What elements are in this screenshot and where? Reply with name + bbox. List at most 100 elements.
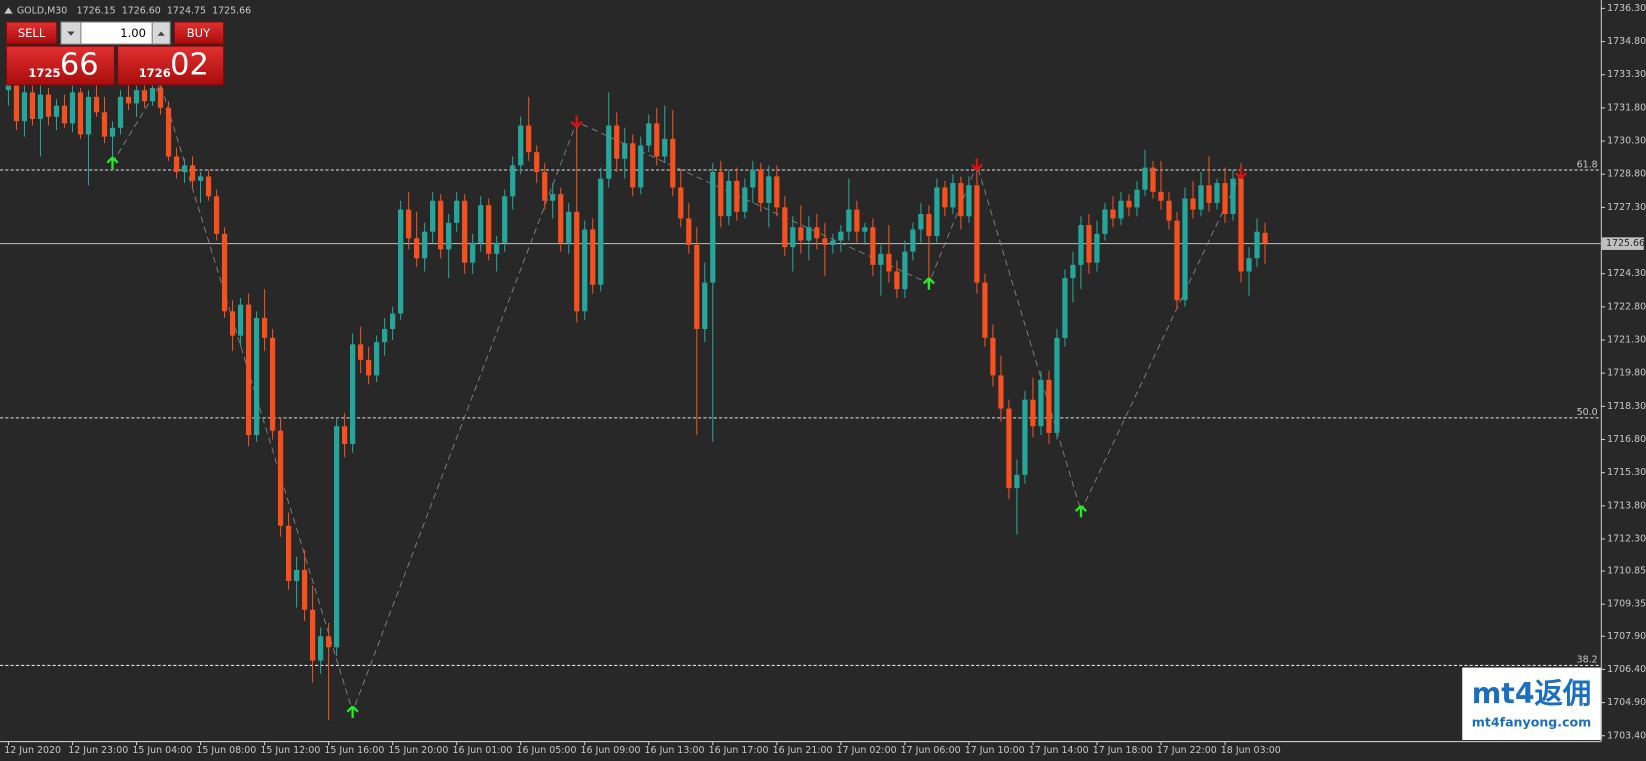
y-tick-label: 1715.30 — [1607, 467, 1646, 478]
buy-arrow — [922, 277, 935, 290]
down-icon — [67, 31, 75, 36]
candle-body — [1134, 189, 1140, 208]
high: 1726.60 — [122, 5, 161, 16]
candle-body — [181, 165, 188, 172]
x-tick-label: 16 Jun 21:00 — [773, 745, 833, 756]
candle-body — [1118, 200, 1124, 219]
sell-label: SELL — [18, 26, 46, 40]
candle-body — [37, 94, 44, 119]
candle-body — [694, 244, 700, 329]
candle-body — [245, 304, 252, 436]
sell-button[interactable] — [5, 21, 58, 45]
candle-body — [894, 271, 900, 290]
candle-body — [149, 87, 156, 102]
candle-body — [958, 183, 964, 217]
y-tick-label: 1716.80 — [1607, 434, 1646, 445]
open: 1726.15 — [77, 5, 116, 16]
candle-body — [702, 282, 708, 329]
candle-body — [654, 123, 660, 157]
candle-body — [125, 96, 132, 104]
candle-body — [870, 227, 876, 265]
candle-body — [510, 165, 516, 197]
x-tick-label: 15 Jun 16:00 — [324, 745, 384, 756]
candle-body — [1214, 183, 1220, 203]
y-tick-label: 1706.40 — [1607, 664, 1646, 675]
candle-body — [838, 231, 844, 241]
candle-body — [534, 152, 540, 172]
buy-label: BUY — [187, 26, 211, 40]
candle-body — [205, 176, 212, 197]
candle-body — [293, 569, 300, 581]
candle-body — [590, 229, 596, 285]
candle-body — [189, 165, 196, 181]
buy-button[interactable] — [173, 21, 225, 45]
candle-body — [918, 214, 924, 230]
candle-body — [197, 176, 204, 181]
candle-body — [878, 253, 884, 265]
y-tick-label: 1719.80 — [1607, 368, 1646, 379]
candle-body — [301, 569, 308, 610]
buy-arrow — [1074, 505, 1088, 518]
x-tick-label: 15 Jun 12:00 — [260, 745, 320, 756]
plot-area — [0, 70, 1601, 721]
candle-body — [790, 227, 796, 248]
candle-body — [341, 426, 348, 444]
up-icon — [157, 31, 165, 36]
candle-body — [1126, 200, 1132, 208]
y-tick-label: 1727.30 — [1607, 202, 1646, 213]
x-tick-label: 16 Jun 09:00 — [581, 745, 641, 756]
candle-body — [5, 83, 12, 91]
y-tick-label: 1728.80 — [1607, 169, 1646, 180]
candle-body — [1198, 185, 1204, 210]
candle-body — [414, 238, 420, 259]
candle-body — [366, 359, 372, 376]
bid-small: 66 — [60, 48, 99, 83]
close: 1725.66 — [212, 5, 251, 16]
candle-body — [614, 125, 620, 159]
candle-body — [229, 311, 236, 336]
candle-body — [29, 92, 36, 119]
candle-body — [462, 200, 468, 263]
candle-body — [1014, 474, 1020, 489]
candle-body — [117, 96, 124, 128]
buy-price-box[interactable] — [117, 45, 225, 86]
candle-body — [998, 375, 1004, 409]
candle-body — [950, 183, 956, 208]
candle-body — [45, 94, 52, 117]
symbol: GOLD,M30 — [17, 5, 67, 16]
candle-body — [862, 227, 868, 232]
sell-price-box[interactable] — [5, 45, 116, 86]
candle-body — [1006, 408, 1012, 489]
candle-body — [133, 90, 140, 104]
x-tick-label: 17 Jun 18:00 — [1093, 745, 1153, 756]
y-tick-label: 1718.30 — [1607, 401, 1646, 412]
x-tick-label: 15 Jun 08:00 — [196, 745, 256, 756]
sell-arrow — [1234, 166, 1248, 180]
y-tick-label: 1730.30 — [1607, 136, 1646, 147]
x-tick-label: 16 Jun 01:00 — [452, 745, 512, 756]
candle-body — [1142, 167, 1148, 190]
candle-body — [1206, 185, 1212, 203]
watermark-url: mt4fanyong.com — [1472, 715, 1592, 730]
y-tick-label: 1722.80 — [1607, 301, 1646, 312]
candle-body — [69, 92, 76, 124]
candle-body — [454, 200, 460, 223]
collapse-icon[interactable] — [4, 7, 13, 14]
candle-body — [237, 304, 244, 336]
y-tick-label: 1709.35 — [1607, 599, 1646, 610]
candle-body — [141, 90, 148, 102]
watermark-box — [1462, 667, 1601, 741]
candle-body — [438, 200, 444, 250]
candle-body — [1182, 198, 1188, 301]
candle-body — [774, 176, 780, 208]
y-tick-label: 1734.80 — [1607, 36, 1646, 47]
candle-body — [526, 125, 532, 153]
trade-panel: SELL 1.00 BUY 1725 66 1726 02 — [5, 21, 225, 86]
candle-body — [101, 112, 108, 137]
candle-body — [982, 282, 988, 338]
candle-body — [374, 342, 380, 376]
x-tick-label: 17 Jun 22:00 — [1157, 745, 1217, 756]
candle-body — [598, 178, 604, 285]
candle-body — [157, 87, 164, 108]
